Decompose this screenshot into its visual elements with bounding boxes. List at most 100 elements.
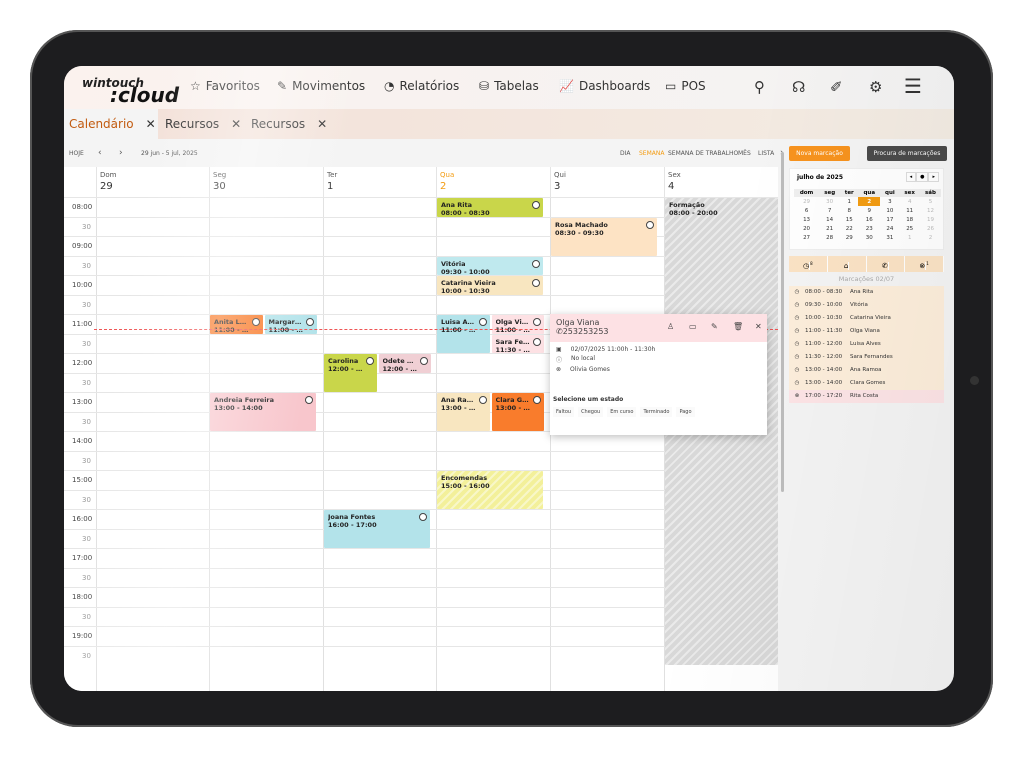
day-cell[interactable]: 29 [845, 234, 853, 241]
view-semana[interactable]: SEMANA [639, 150, 665, 157]
event[interactable]: Odete Fernandes12:00 - 12:30 [378, 354, 431, 373]
status-circle-icon[interactable] [251, 318, 260, 326]
view-semana-de-trabalho[interactable]: SEMANA DE TRABALHO [668, 150, 739, 157]
search-icon[interactable]: ⚲ [754, 78, 765, 96]
event[interactable]: Margarida 11:00 - 11:30 [264, 315, 317, 334]
stat-building[interactable]: ⌂ [828, 256, 867, 272]
day-cell[interactable]: 31 [886, 234, 894, 241]
day-cell[interactable]: 29 [803, 198, 811, 205]
day-header[interactable]: Ter 1 [323, 167, 437, 197]
day-header[interactable]: Dom 29 [96, 167, 210, 197]
event[interactable]: Joana Fontes 16:00 - 17:00 [324, 510, 430, 548]
day-cell[interactable]: 25 [906, 225, 914, 232]
search-appointments-button[interactable]: Procura de marcações [867, 146, 947, 161]
view-dia[interactable]: DIA [620, 150, 631, 157]
state-button[interactable]: Terminado [640, 407, 673, 417]
day-cell[interactable]: 18 [906, 216, 914, 223]
day-cell[interactable]: 1 [907, 234, 912, 241]
headset-icon[interactable]: ☊ [792, 78, 806, 96]
day-cell[interactable]: 2 [928, 234, 933, 241]
day-cell[interactable]: 22 [845, 225, 853, 232]
status-circle-icon[interactable] [532, 259, 540, 268]
event[interactable]: Andreia Ferreira 13:00 - 14:00 [210, 393, 316, 431]
day-cell[interactable]: 24 [886, 225, 894, 232]
day-cell[interactable]: 11 [906, 207, 914, 214]
list-item[interactable]: ⊗ 17:00 - 17:20 Rita Costa [789, 390, 944, 403]
event[interactable]: Luisa Alves 11:00 - 12:00 [437, 315, 490, 353]
status-circle-icon[interactable] [420, 357, 428, 365]
day-header[interactable]: Qua 2 [436, 167, 550, 197]
status-circle-icon[interactable] [533, 318, 541, 326]
tab-1[interactable]: Recursos ✕ [165, 117, 242, 131]
day-cell[interactable]: 14 [826, 216, 834, 223]
status-circle-icon[interactable] [419, 513, 427, 521]
day-cell[interactable]: 26 [926, 225, 934, 232]
day-cell[interactable]: 9 [867, 207, 872, 214]
tools-icon[interactable]: ✐ [830, 78, 843, 96]
stat-cancel[interactable]: ⊗1 [905, 256, 944, 272]
status-circle-icon[interactable] [305, 396, 313, 404]
list-item[interactable]: ◷ 11:30 - 12:00 Sara Fernandes [789, 351, 944, 364]
status-circle-icon[interactable] [646, 220, 654, 229]
day-header[interactable]: Sex 4 [664, 167, 778, 197]
day-cell[interactable]: 5 [928, 198, 933, 205]
list-item[interactable]: ◷ 09:30 - 10:00 Vitória [789, 299, 944, 312]
event[interactable]: Sara Fernandes11:30 - 12:00 [491, 334, 544, 353]
list-item[interactable]: ◷ 13:00 - 14:00 Clara Gomes [789, 377, 944, 390]
close-icon[interactable]: ✕ [145, 117, 156, 131]
event[interactable]: Vitória 09:30 - 10:00 [437, 256, 543, 275]
day-cell[interactable]: 2 [858, 197, 881, 206]
status-circle-icon[interactable] [365, 357, 374, 365]
list-item[interactable]: ◷ 13:00 - 14:00 Ana Ramoa [789, 364, 944, 377]
nav-item-movimentos[interactable]: ✎ Movimentos [277, 79, 366, 93]
list-item[interactable]: ◷ 11:00 - 12:00 Luisa Alves [789, 338, 944, 351]
list-item[interactable]: ◷ 11:00 - 11:30 Olga Viana [789, 325, 944, 338]
day-cell[interactable]: 15 [845, 216, 853, 223]
event[interactable]: Carolina 12:00 - 13:00 [324, 354, 377, 392]
day-cell[interactable]: 8 [847, 207, 851, 214]
state-button[interactable]: Faltou [553, 407, 575, 417]
event[interactable]: Ana Ramoa 13:00 - 14:00 [437, 393, 490, 431]
day-cell[interactable]: 19 [926, 216, 934, 223]
day-header[interactable]: Qui 3 [550, 167, 664, 197]
day-cell[interactable]: 20 [803, 225, 811, 232]
event[interactable]: Anita Lopes 11:00 - 11:30 [210, 315, 263, 334]
next-button[interactable]: › [119, 148, 123, 158]
status-circle-icon[interactable] [533, 337, 541, 346]
event[interactable]: Ana Rita 08:00 - 08:30 [437, 198, 543, 217]
prev-button[interactable]: ‹ [98, 148, 102, 158]
day-cell[interactable]: 23 [865, 225, 873, 232]
next-month-button[interactable]: ▸ [928, 172, 939, 182]
today-dot-button[interactable]: ● [916, 172, 929, 182]
day-cell[interactable]: 17 [886, 216, 894, 223]
prev-month-button[interactable]: ◂ [905, 172, 917, 182]
view-mês[interactable]: MÊS [738, 150, 751, 157]
person-icon[interactable]: ♙ [667, 322, 675, 331]
day-cell[interactable]: 4 [907, 198, 912, 205]
day-cell[interactable]: 28 [826, 234, 834, 241]
status-circle-icon[interactable] [306, 318, 314, 326]
nav-item-dashboards[interactable]: 📈 Dashboards [559, 79, 651, 93]
view-lista[interactable]: LISTA [758, 150, 775, 157]
day-cell[interactable]: 12 [926, 207, 934, 214]
close-icon[interactable]: ✕ [755, 322, 762, 331]
date-range-picker[interactable]: 29 jun - 5 jul, 2025 [141, 150, 198, 157]
status-circle-icon[interactable] [478, 396, 487, 404]
nav-item-tabelas[interactable]: ⛁ Tabelas [479, 79, 539, 93]
tab-0[interactable]: Calendário ✕ [64, 109, 158, 139]
nav-item-favoritos[interactable]: ☆ Favoritos [190, 79, 260, 93]
day-header[interactable]: Seg 30 [209, 167, 323, 197]
close-icon[interactable]: ✕ [317, 117, 328, 131]
stat-clock[interactable]: ◷8 [789, 256, 828, 272]
screen-icon[interactable]: ▭ [689, 322, 697, 331]
day-cell[interactable]: 10 [886, 207, 894, 214]
scrollbar[interactable] [781, 152, 784, 492]
day-cell[interactable]: 1 [847, 198, 851, 205]
state-button[interactable]: Pago [676, 407, 695, 417]
today-button[interactable]: HOJE [69, 150, 84, 157]
state-button[interactable]: Chegou [578, 407, 604, 417]
day-cell[interactable]: 27 [803, 234, 811, 241]
event[interactable]: Rosa Machado 08:30 - 09:30 [551, 217, 657, 256]
day-cell[interactable]: 30 [865, 234, 873, 241]
day-cell[interactable]: 13 [803, 216, 811, 223]
